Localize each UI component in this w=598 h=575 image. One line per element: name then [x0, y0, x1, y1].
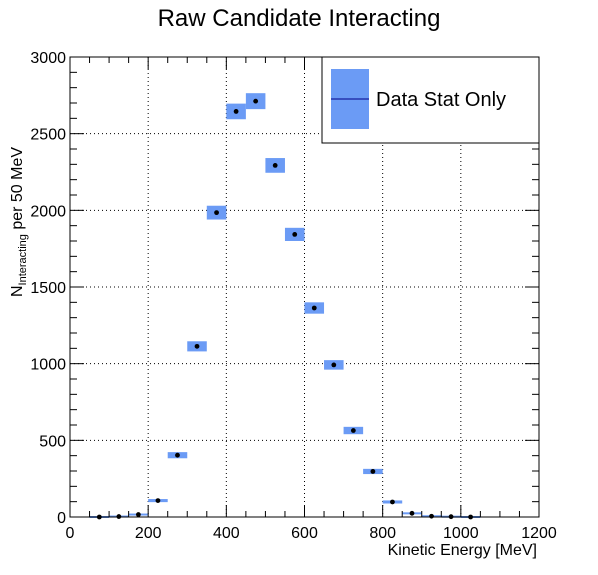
- legend: Data Stat Only: [321, 56, 540, 144]
- x-axis-label: Kinetic Energy [MeV]: [388, 542, 537, 559]
- x-tick-label: 1000: [443, 525, 479, 542]
- data-markers: [89, 93, 481, 520]
- data-point: [214, 210, 219, 216]
- data-point: [350, 428, 356, 433]
- data-point: [155, 498, 161, 503]
- axis-ticks: 0 200 400 600 800 1000 1200 0 500 1000 1500 2000 250…: [30, 50, 556, 542]
- chart-title: Raw Candidate Interacting: [158, 5, 441, 32]
- y-tick-label: 1000: [30, 357, 66, 374]
- y-axis-label-suffix: per 50 MeV: [9, 147, 26, 234]
- y-axis-label: NInteracting per 50 MeV: [9, 147, 29, 297]
- y-tick-label: 3000: [30, 50, 66, 67]
- x-tick-label: 600: [291, 525, 318, 542]
- x-tick-label: 200: [135, 525, 162, 542]
- data-point: [194, 343, 200, 349]
- data-point: [175, 452, 180, 458]
- data-point: [370, 469, 376, 474]
- y-axis-label-subscript: Interacting: [17, 234, 29, 285]
- y-tick-label: 2500: [30, 127, 66, 144]
- y-tick-label: 0: [57, 510, 66, 527]
- y-axis-label-base: N: [9, 285, 26, 297]
- x-tick-label: 0: [66, 525, 75, 542]
- data-point: [272, 163, 278, 168]
- data-point: [135, 512, 141, 517]
- x-tick-label: 1200: [521, 525, 557, 542]
- data-point: [311, 305, 317, 311]
- legend-label: Data Stat Only: [376, 89, 506, 111]
- data-point: [429, 513, 434, 519]
- y-tick-label: 500: [39, 433, 66, 450]
- data-point: [233, 109, 239, 114]
- data-point: [292, 232, 298, 237]
- x-tick-label: 800: [369, 525, 396, 542]
- data-point: [331, 362, 337, 368]
- x-tick-label: 400: [213, 525, 240, 542]
- data-point: [253, 98, 259, 104]
- y-tick-label: 2000: [30, 203, 66, 220]
- data-point: [390, 499, 395, 505]
- y-tick-label: 1500: [30, 280, 66, 297]
- data-point: [409, 510, 415, 516]
